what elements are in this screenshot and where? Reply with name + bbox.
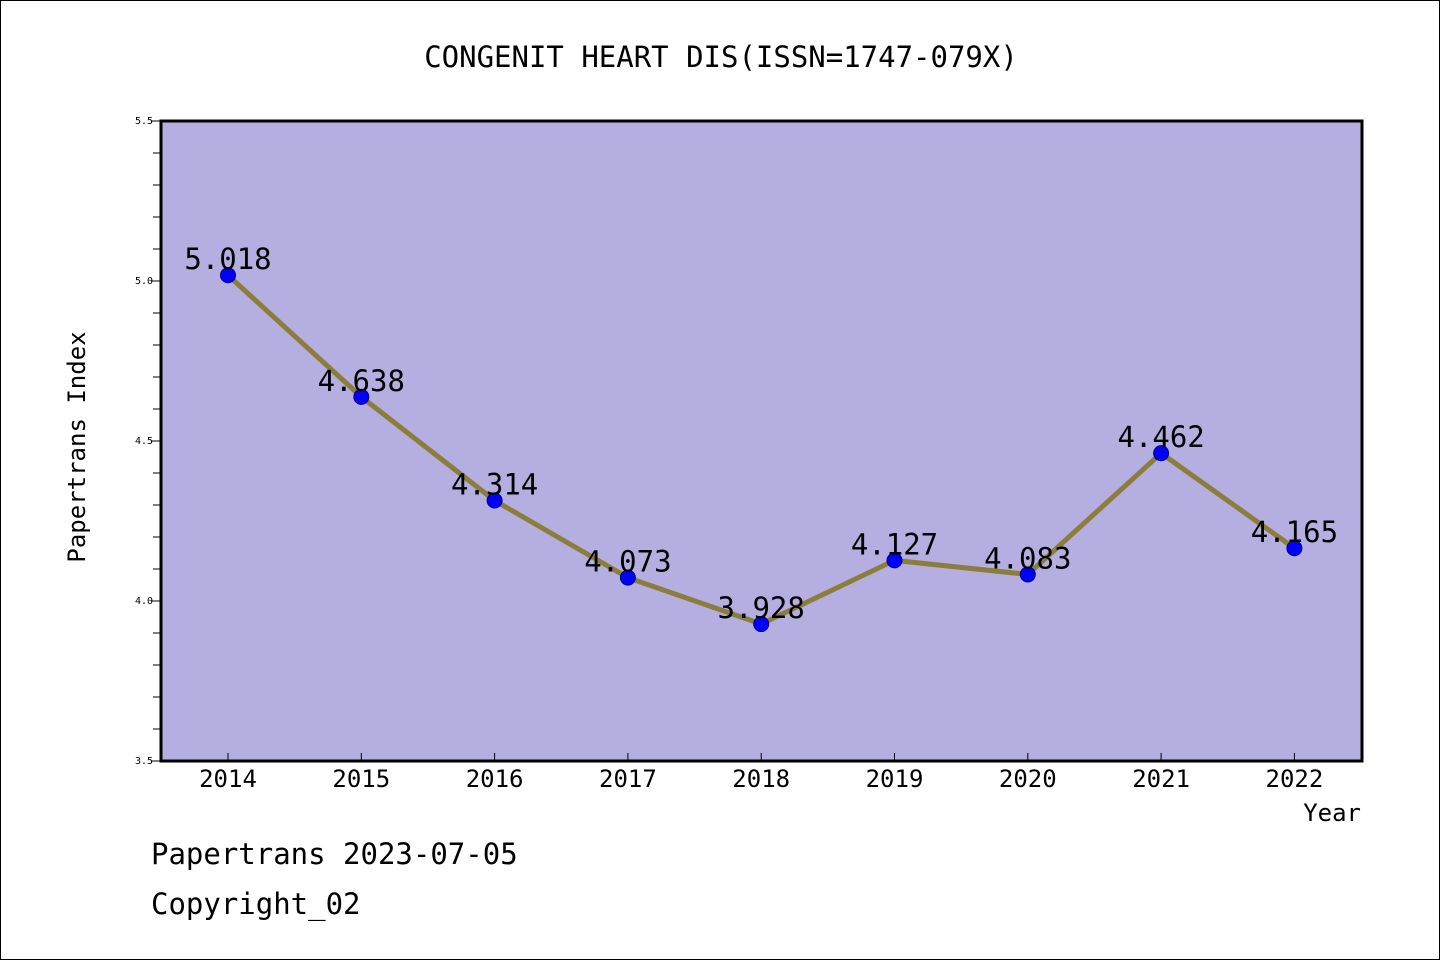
data-point-marker	[619, 569, 636, 586]
data-point-label: 3.928	[718, 591, 805, 625]
y-tick-label: 5.5	[135, 116, 153, 127]
data-point-marker	[1019, 566, 1036, 583]
y-axis-label: Papertrans Index	[63, 331, 91, 562]
y-tick-label: 4.0	[135, 596, 153, 607]
data-point-label: 5.018	[184, 242, 271, 276]
x-tick-label: 2017	[599, 765, 657, 793]
footer-date-text: Papertrans 2023-07-05	[151, 837, 518, 871]
y-tick-label: 5.0	[135, 276, 153, 287]
data-point-marker	[220, 267, 236, 284]
x-tick-label: 2022	[1266, 765, 1324, 793]
data-point-marker	[886, 552, 903, 569]
data-point-marker	[1153, 445, 1170, 462]
data-point-marker	[486, 492, 503, 509]
y-tick-label: 3.5	[135, 756, 153, 767]
x-axis-label: Year	[1303, 799, 1361, 827]
data-markers	[220, 267, 1303, 633]
data-point-label: 4.462	[1117, 420, 1204, 454]
data-point-label: 4.165	[1251, 515, 1338, 549]
y-axis-ticks	[151, 120, 161, 762]
data-point-marker	[353, 388, 370, 405]
data-point-marker	[753, 616, 770, 633]
x-tick-label: 2018	[732, 765, 790, 793]
x-axis-tick-labels: 2014 2015 2016 2017 2018 2019 2020 2021 2022	[199, 765, 1323, 793]
data-point-label: 4.073	[584, 545, 671, 579]
x-tick-label: 2014	[199, 765, 257, 793]
x-tick-label: 2019	[866, 765, 924, 793]
data-point-label: 4.638	[318, 364, 405, 398]
y-axis-tick-labels: 3.5 4.0 4.5 5.0 5.5	[135, 116, 153, 767]
x-tick-label: 2021	[1132, 765, 1190, 793]
y-tick-label: 4.5	[135, 436, 153, 447]
x-tick-label: 2015	[332, 765, 390, 793]
data-point-label: 4.127	[851, 527, 938, 561]
plot-area	[159, 119, 1364, 763]
data-labels: 5.018 4.638 4.314 4.073 3.928 4.127 4.083 4.462…	[184, 242, 1338, 625]
data-point-label: 4.314	[451, 468, 538, 502]
data-point-label: 4.083	[984, 541, 1071, 575]
data-point-marker	[1286, 540, 1303, 557]
chart-title: CONGENIT HEART DIS(ISSN=1747-079X)	[424, 40, 1018, 74]
x-tick-label: 2016	[466, 765, 524, 793]
x-axis-ticks	[227, 753, 1295, 761]
footer-copyright-text: Copyright_02	[151, 887, 361, 921]
x-tick-label: 2020	[999, 765, 1057, 793]
